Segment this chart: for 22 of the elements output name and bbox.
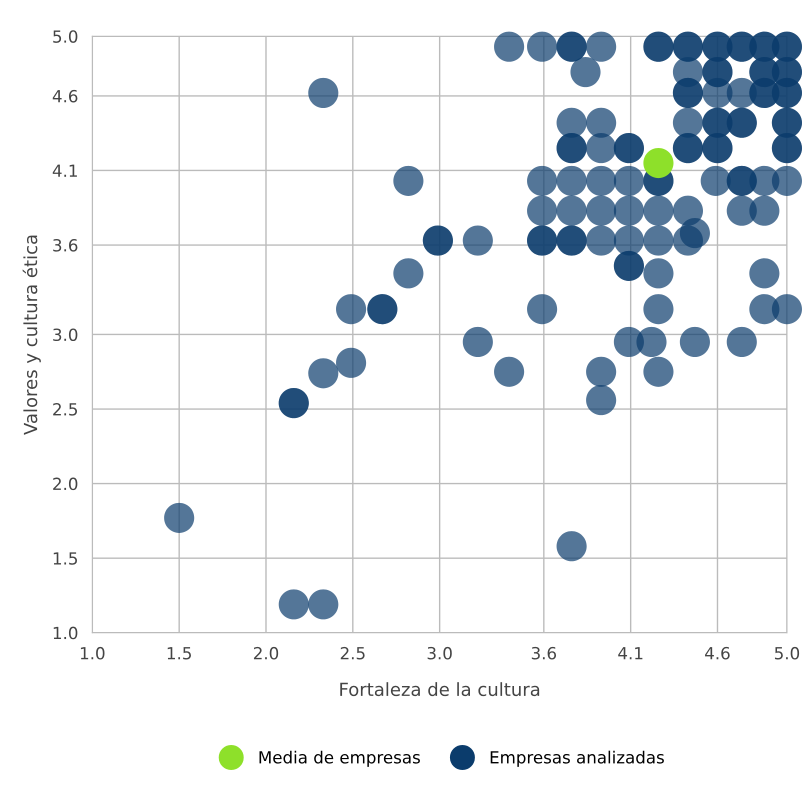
x-axis-title: Fortaleza de la cultura bbox=[340, 682, 540, 696]
x-tick-label: 4.6 bbox=[705, 646, 730, 660]
y-tick-label: 1.5 bbox=[54, 552, 77, 565]
x-tick-label: 3.0 bbox=[428, 646, 452, 660]
x-tick-label: 4.1 bbox=[618, 647, 642, 660]
legend-label: Empresas analizadas bbox=[490, 750, 664, 767]
y-tick-label: 2.0 bbox=[53, 478, 78, 490]
y-tick-label: 2.5 bbox=[53, 403, 77, 416]
y-tick-label: 4.6 bbox=[52, 90, 78, 102]
x-tick-label: 1.5 bbox=[168, 647, 191, 660]
legend-label: Media de empresas bbox=[260, 750, 420, 767]
x-tick-label: 2.0 bbox=[254, 646, 278, 660]
y-tick-label: 1.0 bbox=[54, 626, 78, 640]
y-tick-label: 4.1 bbox=[52, 164, 77, 177]
y-tick-label: 5.0 bbox=[53, 30, 78, 43]
y-axis-title: Valores y cultura ética bbox=[22, 236, 41, 435]
y-tick-label: 3.0 bbox=[53, 328, 78, 342]
x-tick-label: 5.0 bbox=[774, 646, 800, 660]
x-tick-label: 3.6 bbox=[532, 646, 556, 660]
x-tick-label: 2.5 bbox=[340, 646, 365, 660]
x-tick-label: 1.0 bbox=[80, 646, 104, 660]
y-tick-label: 3.6 bbox=[53, 238, 78, 252]
